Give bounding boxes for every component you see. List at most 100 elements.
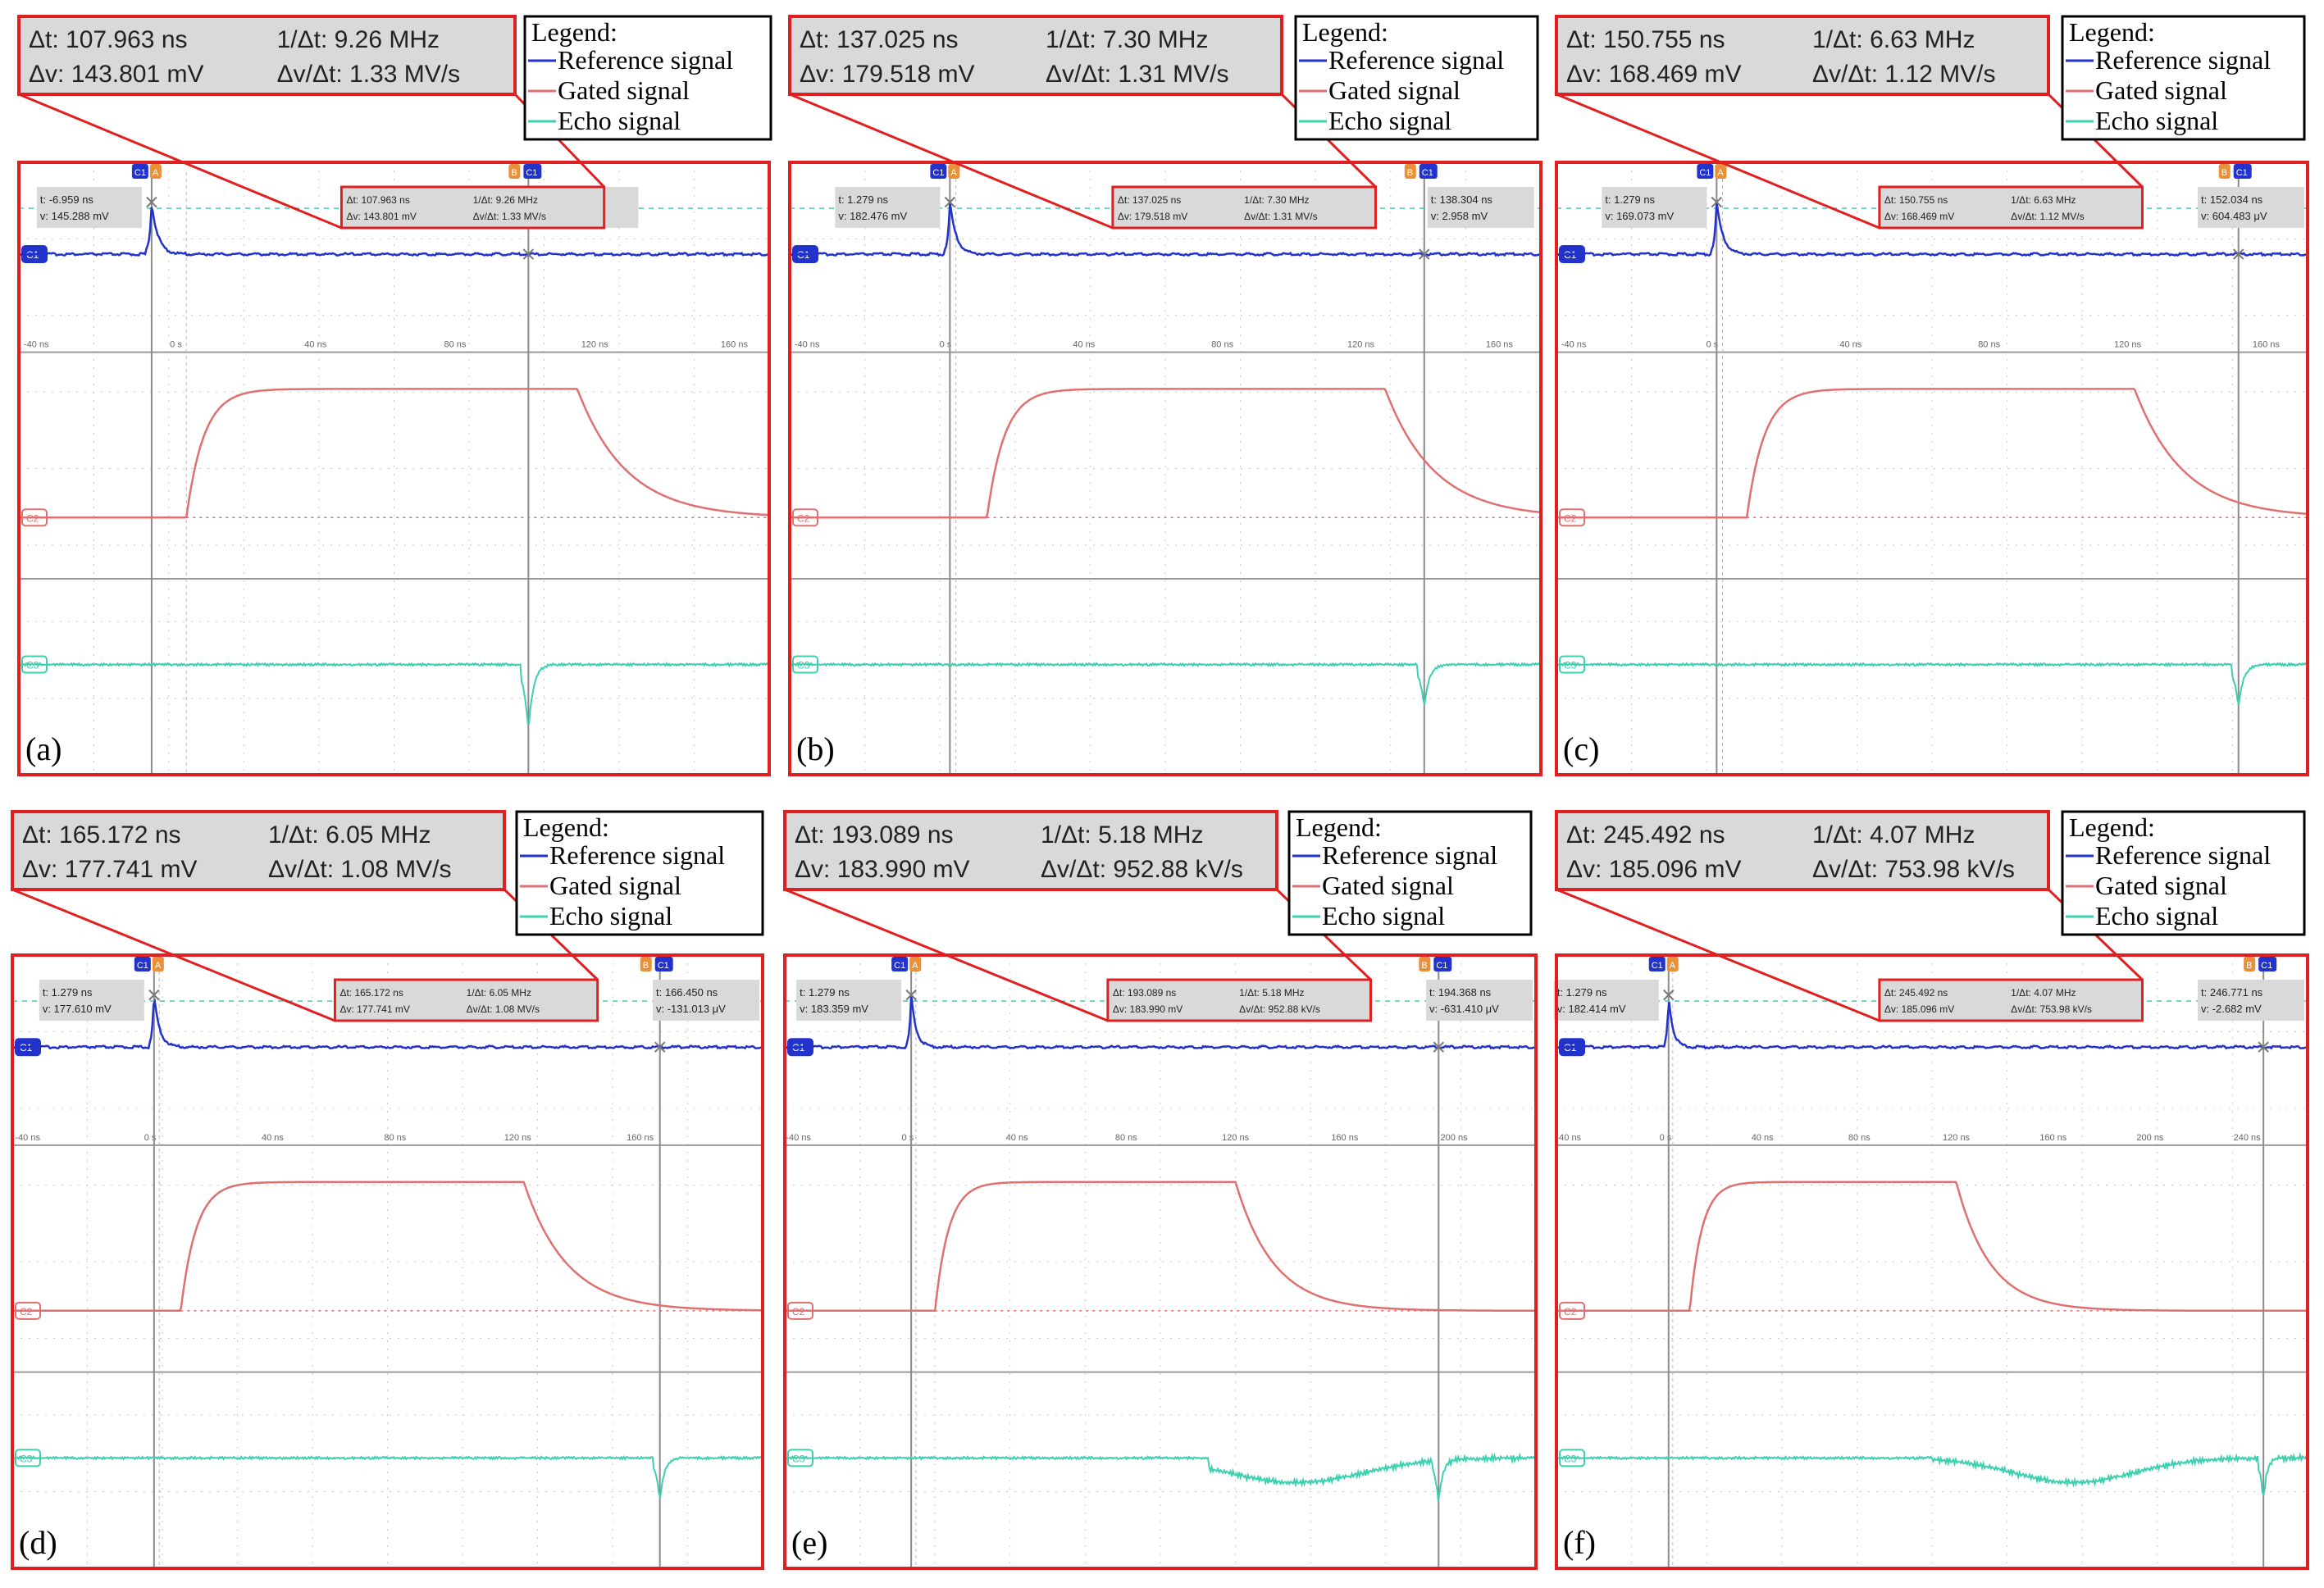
channel-badge-label: C3 [1564, 660, 1577, 671]
channel-badge-label: C3 [792, 1453, 805, 1464]
time-tick-label: 80 ns [1115, 1133, 1137, 1143]
cursor-b-badge-label: B [643, 961, 649, 971]
delta-readout-small [333, 978, 599, 1022]
gated-signal-trace [790, 388, 1542, 519]
panel-frame [11, 953, 764, 1570]
legend-title: Legend: [523, 812, 609, 842]
cursor-a-badge [1666, 957, 1679, 971]
reference-signal-trace [18, 207, 770, 257]
panel-label: (c) [1563, 730, 1599, 767]
channel-badge-label: C1 [792, 1042, 805, 1053]
time-tick-label: 40 ns [1006, 1133, 1028, 1143]
cursor-a-readout-bg [835, 187, 941, 228]
delta-readout-zoom [788, 15, 1283, 96]
legend-entry-label: Gated signal [1322, 871, 1454, 900]
legend-entry-label: Echo signal [1322, 901, 1445, 931]
zoom-connector-line [789, 93, 1114, 230]
delta-readout-zoom [783, 810, 1278, 891]
cursor-a-time: t: 1.279 ns [800, 986, 850, 999]
panel-frame [788, 161, 1542, 776]
cursor-a-badge [909, 957, 922, 971]
panel-frame [1555, 161, 2309, 776]
cursor-b-readout: t: 246.771 ns v: -2.682 mV [2198, 980, 2304, 1021]
time-tick-label: -40 ns [786, 1133, 811, 1143]
zoom-inverse-delta-t: 1/Δt: 6.63 MHz [1812, 26, 1975, 53]
cursor-a-time: t: 1.279 ns [838, 193, 888, 206]
zoom-delta-v-per-t: Δv/Δt: 952.88 kV/s [1041, 856, 1243, 883]
scope-panel-b: -40 ns 0 s 40 ns 80 ns 120 ns 160 ns C1 A B C1 t: … [788, 15, 1542, 776]
zoom-connector-line [1556, 888, 1880, 1022]
legend-box [1294, 15, 1539, 141]
delta-small-dvdt: Δv/Δt: 753.98 kV/s [2011, 1003, 2092, 1015]
cursor-a-readout-bg [36, 187, 142, 228]
cursor-c1-badge-label: C1 [1652, 961, 1663, 971]
cursor-c1-badge-label: C1 [1436, 961, 1447, 971]
delta-small-inv-dt: 1/Δt: 5.18 MHz [1239, 987, 1304, 999]
zoom-inverse-delta-t: 1/Δt: 7.30 MHz [1046, 26, 1208, 53]
legend-entry-label: Reference signal [1322, 840, 1497, 870]
legend-title: Legend: [2069, 17, 2155, 47]
legend-box [515, 810, 764, 936]
time-tick-label: -40 ns [24, 340, 49, 350]
zoom-inverse-delta-t: 1/Δt: 5.18 MHz [1041, 821, 1203, 849]
zoom-delta-v: Δv: 177.741 mV [22, 856, 198, 883]
cursor-a-time: t: 1.279 ns [43, 986, 93, 999]
reference-signal-trace [1556, 1002, 2308, 1050]
delta-small-inv-dt: 1/Δt: 7.30 MHz [1244, 194, 1309, 206]
cursor-c1-badge [523, 164, 542, 179]
time-tick-label: 160 ns [2253, 340, 2281, 350]
delta-small-dvdt: Δv/Δt: 1.12 MV/s [2011, 211, 2084, 222]
legend-title: Legend: [1296, 812, 1382, 842]
cursor-c1-badge-label: C1 [134, 168, 146, 178]
cursor-c1-badge-label: C1 [2261, 961, 2272, 971]
scope-screen [12, 955, 763, 1568]
cursor-c1-badge [1433, 957, 1452, 971]
cursor-a-badge-label: A [1717, 168, 1724, 178]
echo-signal-trace [18, 662, 770, 725]
delta-small-dv: Δv: 179.518 mV [1118, 211, 1187, 222]
channel-badge-label: C1 [1564, 1042, 1577, 1053]
delta-readout-small [339, 185, 606, 230]
time-tick-label: 120 ns [504, 1133, 532, 1143]
cursor-b-readout: t: 152.034 ns v: 604.483 μV [2198, 187, 2304, 228]
delta-small-dvdt: Δv/Δt: 1.08 MV/s [467, 1003, 540, 1015]
cursor-b-time: t: 246.771 ns [2201, 986, 2263, 999]
zoom-inverse-delta-t: 1/Δt: 4.07 MHz [1812, 821, 1975, 849]
time-tick-label: 160 ns [721, 340, 749, 350]
channel-badge-label: C1 [20, 1042, 33, 1053]
reference-signal-trace [784, 994, 1537, 1050]
time-tick-label: 200 ns [1441, 1133, 1469, 1143]
cursor-a-voltage: v: 182.476 mV [838, 210, 907, 222]
cursor-cross-marker [1711, 196, 1723, 208]
legend-entry-label: Echo signal [2095, 106, 2218, 135]
cursor-b-badge [2244, 957, 2256, 971]
delta-small-dv: Δv: 143.801 mV [346, 211, 416, 222]
echo-signal-trace [11, 1455, 763, 1499]
zoom-connector-line [18, 93, 343, 230]
zoom-connector-line [11, 888, 336, 1022]
panel-label: (f) [1563, 1524, 1596, 1561]
cursor-cross-marker [654, 1041, 666, 1053]
legend-entry-label: Gated signal [558, 75, 690, 105]
zoom-delta-t: Δt: 193.089 ns [795, 821, 954, 849]
time-tick-label: 80 ns [1211, 340, 1233, 350]
legend-entry-label: Gated signal [1328, 75, 1460, 105]
time-tick-label: 0 s [1660, 1133, 1672, 1143]
cursor-b-voltage: v: 2.958 mV [1431, 210, 1488, 222]
cursor-c1-badge-label: C1 [894, 961, 905, 971]
cursor-c1-badge [1419, 164, 1438, 179]
legend-entry-label: Echo signal [549, 901, 672, 931]
delta-small-dvdt: Δv/Δt: 952.88 kV/s [1239, 1003, 1320, 1015]
cursor-b-badge-label: B [2221, 168, 2227, 178]
delta-small-dt: Δt: 137.025 ns [1118, 194, 1181, 206]
cursor-a-badge [948, 164, 960, 179]
cursor-a-badge-label: A [950, 168, 957, 178]
cursor-a-badge-label: A [155, 961, 162, 971]
delta-small-dt: Δt: 107.963 ns [346, 194, 409, 206]
cursor-c1-badge-label: C1 [137, 961, 148, 971]
cursor-b-readout: t: 138.304 ns v: 2.958 mV [1427, 187, 1534, 228]
cursor-b-time: t: 152.034 ns [2201, 193, 2263, 206]
echo-signal-trace [1556, 1452, 2308, 1496]
